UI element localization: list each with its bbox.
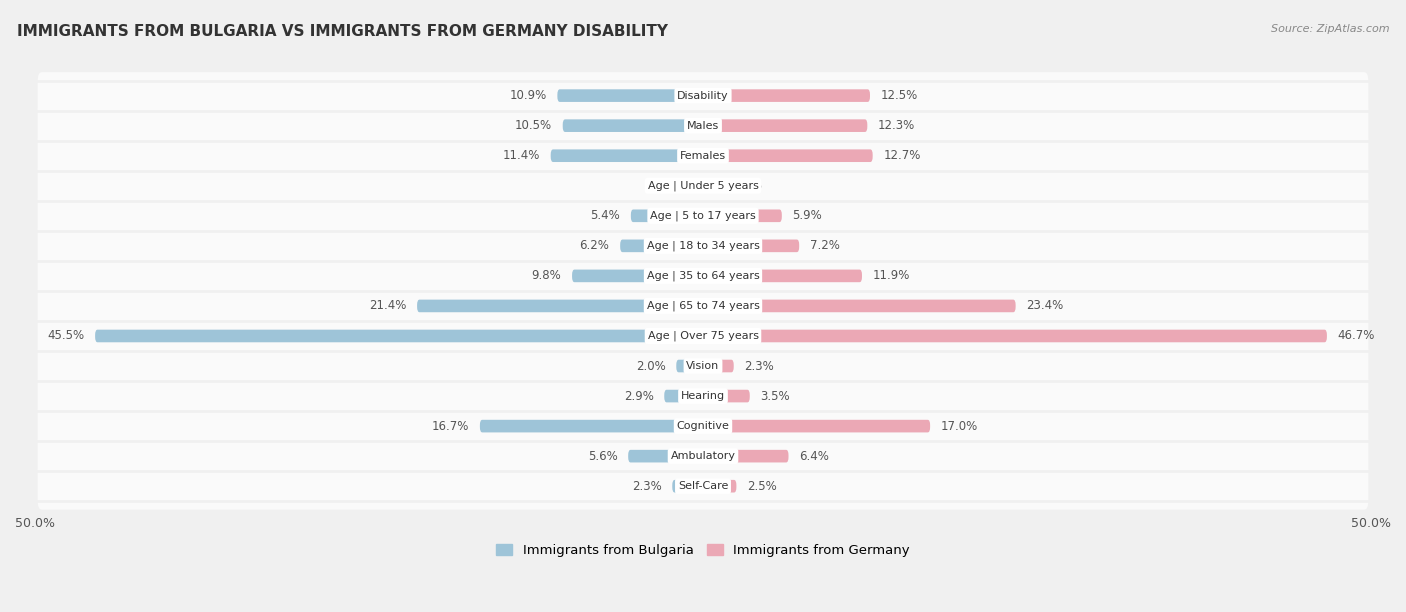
- Text: 12.7%: 12.7%: [883, 149, 921, 162]
- Text: Age | 18 to 34 years: Age | 18 to 34 years: [647, 241, 759, 251]
- Text: 12.5%: 12.5%: [880, 89, 918, 102]
- Text: 6.4%: 6.4%: [799, 450, 830, 463]
- FancyBboxPatch shape: [557, 89, 703, 102]
- Legend: Immigrants from Bulgaria, Immigrants from Germany: Immigrants from Bulgaria, Immigrants fro…: [491, 539, 915, 562]
- FancyBboxPatch shape: [38, 132, 1368, 179]
- FancyBboxPatch shape: [38, 102, 1368, 149]
- Text: Vision: Vision: [686, 361, 720, 371]
- Text: Cognitive: Cognitive: [676, 421, 730, 431]
- FancyBboxPatch shape: [703, 450, 789, 463]
- FancyBboxPatch shape: [620, 239, 703, 252]
- Text: 5.9%: 5.9%: [793, 209, 823, 222]
- Text: IMMIGRANTS FROM BULGARIA VS IMMIGRANTS FROM GERMANY DISABILITY: IMMIGRANTS FROM BULGARIA VS IMMIGRANTS F…: [17, 24, 668, 40]
- FancyBboxPatch shape: [703, 330, 1327, 342]
- FancyBboxPatch shape: [562, 119, 703, 132]
- Text: Hearing: Hearing: [681, 391, 725, 401]
- Text: 1.4%: 1.4%: [733, 179, 762, 192]
- FancyBboxPatch shape: [703, 179, 721, 192]
- Text: 2.0%: 2.0%: [636, 359, 665, 373]
- Text: Ambulatory: Ambulatory: [671, 451, 735, 461]
- Text: 10.9%: 10.9%: [509, 89, 547, 102]
- Text: 11.4%: 11.4%: [502, 149, 540, 162]
- FancyBboxPatch shape: [672, 480, 703, 493]
- FancyBboxPatch shape: [38, 162, 1368, 209]
- Text: Females: Females: [681, 151, 725, 161]
- FancyBboxPatch shape: [38, 283, 1368, 329]
- FancyBboxPatch shape: [551, 149, 703, 162]
- FancyBboxPatch shape: [703, 119, 868, 132]
- FancyBboxPatch shape: [664, 390, 703, 402]
- FancyBboxPatch shape: [38, 433, 1368, 480]
- FancyBboxPatch shape: [703, 390, 749, 402]
- Text: 2.3%: 2.3%: [631, 480, 662, 493]
- FancyBboxPatch shape: [703, 300, 1015, 312]
- FancyBboxPatch shape: [38, 463, 1368, 510]
- FancyBboxPatch shape: [689, 179, 703, 192]
- FancyBboxPatch shape: [38, 253, 1368, 299]
- Text: 45.5%: 45.5%: [48, 329, 84, 343]
- Text: Age | 65 to 74 years: Age | 65 to 74 years: [647, 300, 759, 311]
- FancyBboxPatch shape: [628, 450, 703, 463]
- FancyBboxPatch shape: [38, 403, 1368, 450]
- Text: Disability: Disability: [678, 91, 728, 100]
- Text: 1.1%: 1.1%: [648, 179, 678, 192]
- Text: 6.2%: 6.2%: [579, 239, 609, 252]
- Text: 5.4%: 5.4%: [591, 209, 620, 222]
- Text: Age | 35 to 64 years: Age | 35 to 64 years: [647, 271, 759, 281]
- Text: 3.5%: 3.5%: [761, 390, 790, 403]
- FancyBboxPatch shape: [703, 89, 870, 102]
- Text: 2.9%: 2.9%: [624, 390, 654, 403]
- Text: 23.4%: 23.4%: [1026, 299, 1063, 313]
- FancyBboxPatch shape: [703, 269, 862, 282]
- FancyBboxPatch shape: [38, 192, 1368, 239]
- FancyBboxPatch shape: [38, 313, 1368, 359]
- FancyBboxPatch shape: [703, 420, 931, 433]
- FancyBboxPatch shape: [703, 480, 737, 493]
- Text: 12.3%: 12.3%: [877, 119, 915, 132]
- Text: 5.6%: 5.6%: [588, 450, 617, 463]
- FancyBboxPatch shape: [479, 420, 703, 433]
- Text: Age | 5 to 17 years: Age | 5 to 17 years: [650, 211, 756, 221]
- Text: 21.4%: 21.4%: [368, 299, 406, 313]
- Text: 11.9%: 11.9%: [873, 269, 910, 282]
- FancyBboxPatch shape: [572, 269, 703, 282]
- FancyBboxPatch shape: [703, 360, 734, 372]
- FancyBboxPatch shape: [38, 373, 1368, 419]
- FancyBboxPatch shape: [96, 330, 703, 342]
- Text: Age | Under 5 years: Age | Under 5 years: [648, 181, 758, 191]
- FancyBboxPatch shape: [631, 209, 703, 222]
- Text: 46.7%: 46.7%: [1337, 329, 1375, 343]
- Text: 7.2%: 7.2%: [810, 239, 839, 252]
- FancyBboxPatch shape: [703, 239, 799, 252]
- Text: 2.5%: 2.5%: [747, 480, 778, 493]
- FancyBboxPatch shape: [703, 149, 873, 162]
- Text: 10.5%: 10.5%: [515, 119, 553, 132]
- FancyBboxPatch shape: [38, 222, 1368, 269]
- Text: 2.3%: 2.3%: [744, 359, 775, 373]
- Text: Source: ZipAtlas.com: Source: ZipAtlas.com: [1271, 24, 1389, 34]
- FancyBboxPatch shape: [703, 209, 782, 222]
- Text: 9.8%: 9.8%: [531, 269, 561, 282]
- FancyBboxPatch shape: [38, 72, 1368, 119]
- FancyBboxPatch shape: [38, 343, 1368, 389]
- Text: Males: Males: [688, 121, 718, 131]
- FancyBboxPatch shape: [676, 360, 703, 372]
- Text: 16.7%: 16.7%: [432, 420, 470, 433]
- Text: Age | Over 75 years: Age | Over 75 years: [648, 330, 758, 341]
- Text: 17.0%: 17.0%: [941, 420, 979, 433]
- FancyBboxPatch shape: [418, 300, 703, 312]
- Text: Self-Care: Self-Care: [678, 481, 728, 491]
